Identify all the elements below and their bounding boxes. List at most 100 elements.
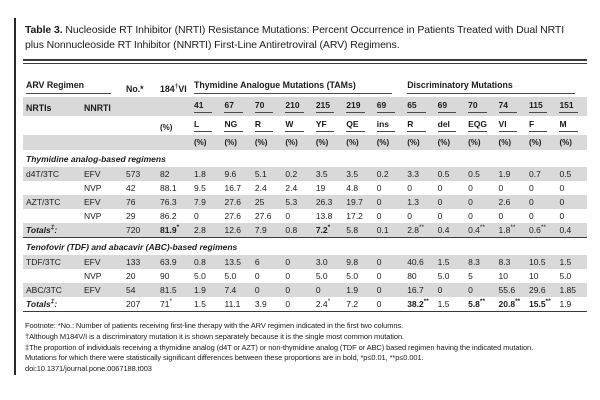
percent-header: (%) <box>437 138 451 148</box>
aa-label: del <box>437 119 457 133</box>
mutation-aa-header: QE <box>343 116 373 135</box>
position-label: 70 <box>254 100 274 114</box>
value-cell: 5 <box>468 271 473 282</box>
value-cell: 0 <box>468 211 473 222</box>
header-group-row: ARV Regimen No.* 184†VI Thymidine Analog… <box>23 77 587 97</box>
percent-header: (%) <box>498 138 511 148</box>
value-cell: 5.0 <box>437 271 450 282</box>
value-cell: 29.6 <box>529 285 546 296</box>
value-cell: 0 <box>376 285 382 296</box>
mutation-aa-header: M <box>556 116 587 135</box>
no-cell: 20 <box>126 271 136 282</box>
m184-cell: 82 <box>160 169 170 180</box>
resistance-table: ARV Regimen No.* 184†VI Thymidine Analog… <box>23 77 587 313</box>
table-row: NVP 20 90 5.0 5.0 0 0 5.0 5.0 0 80 5.0 5 10 10 5.0 <box>23 269 587 283</box>
cell-value: 38.2** <box>407 298 429 310</box>
cell-value: 20.8** <box>498 298 521 310</box>
m184-cell: 81.5 <box>160 285 177 296</box>
percent-header: (%) <box>194 138 207 148</box>
value-cell: 1.85 <box>559 285 576 296</box>
value-cell: 1.5 <box>437 257 450 268</box>
value-cell: 1.8** <box>496 223 526 238</box>
cell-value: 5.8** <box>468 298 485 310</box>
value-cell: 5.0 <box>315 271 328 282</box>
doi-line: doi:10.1371/journal.pone.0067188.t003 <box>25 363 152 373</box>
nnrti-cell: EFV <box>84 257 101 268</box>
value-cell: 2.4* <box>313 297 343 312</box>
nrtis-header: NRTIs <box>26 103 52 114</box>
position-label: 69 <box>437 100 457 114</box>
value-cell: 15.5** <box>526 297 556 312</box>
value-cell: 2.6 <box>498 197 511 208</box>
aa-label: M <box>559 119 578 133</box>
table-row: Totals‡: 207 71* 1.5 11.1 3.9 0 2.4* 7.2 0 38.2** 1… <box>23 297 587 312</box>
discriminatory-group-header: Discriminatory Mutations <box>404 77 587 97</box>
value-cell: 5.3 <box>285 197 298 208</box>
header-percent-row: (%) (%) (%) (%) (%) (%) (%) (%) (%) (%) (%) (%) (%) <box>23 135 587 151</box>
position-label: 215 <box>315 100 335 114</box>
value-cell: 7.2 <box>346 299 359 310</box>
table-number: Table 3. <box>25 24 63 36</box>
nnrti-cell <box>81 223 123 238</box>
value-cell: 0 <box>559 211 565 222</box>
no-cell: 29 <box>126 211 136 222</box>
nrti-cell <box>23 181 81 195</box>
value-cell: 0 <box>559 197 565 208</box>
footnote-line: Mutations for which there were statistic… <box>25 353 424 363</box>
aa-label: NG <box>224 119 243 133</box>
position-label: 210 <box>285 100 304 114</box>
footnotes: Footnote: *No.: Number of patients recei… <box>23 321 588 374</box>
mutation-aa-header: VI <box>496 116 526 135</box>
m184-percent-header: (%) <box>160 123 173 133</box>
percent-header: (%) <box>346 138 359 148</box>
tams-group-label: Thymidine Analogue Mutations (TAMs) <box>194 80 393 95</box>
aa-label: W <box>285 119 304 133</box>
value-cell: 0.8 <box>194 257 206 268</box>
value-cell: 25 <box>254 197 265 208</box>
value-cell: 40.6 <box>407 257 424 268</box>
value-cell: 2.8 <box>194 225 206 236</box>
value-cell: 0.4 <box>437 225 450 236</box>
table-row: NVP 42 88.1 9.5 16.7 2.4 2.4 19 4.8 0 0 0 0 0 0 0 <box>23 181 587 195</box>
value-cell: 0.8 <box>285 225 298 236</box>
cell-value: 0.4** <box>468 224 485 236</box>
value-cell: 0 <box>468 197 473 208</box>
value-cell: 2.4 <box>254 183 267 194</box>
value-cell: 20.8** <box>496 297 526 312</box>
value-cell: 10.5 <box>529 257 546 268</box>
spacer-cell <box>123 135 157 150</box>
position-label: 69 <box>376 100 396 114</box>
table-row: NVP 29 86.2 0 27.6 27.6 0 13.8 17.2 0 0 0 0 0 0 0 <box>23 209 587 223</box>
nrti-cell: Totals‡: <box>23 297 81 312</box>
value-cell: 0 <box>437 183 443 194</box>
aa-label: F <box>529 119 548 133</box>
percent-header: (%) <box>224 138 237 148</box>
spacer-cell <box>123 97 157 116</box>
value-cell: 0.2 <box>285 169 298 180</box>
position-label: 219 <box>346 100 365 114</box>
value-cell: 5.0 <box>346 271 359 282</box>
cell-value: Totals‡: <box>26 298 58 310</box>
nnrti-cell: NVP <box>84 211 102 222</box>
spacer-cell <box>81 116 123 135</box>
value-cell: 10 <box>529 271 539 282</box>
value-cell: 0 <box>468 183 473 194</box>
nrti-cell <box>23 209 81 223</box>
m184-cell: 76.3 <box>160 197 177 208</box>
section-heading-row: Tenofovir (TDF) and abacavir (ABC)-based… <box>23 237 587 256</box>
value-cell: 7.2* <box>313 223 343 238</box>
value-cell: 0 <box>376 257 382 268</box>
no-cell: 573 <box>126 169 141 180</box>
value-cell: 27.6 <box>254 211 272 222</box>
m184-cell: 86.2 <box>160 211 177 222</box>
position-label: 67 <box>224 100 243 114</box>
value-cell: 6 <box>254 257 260 268</box>
cell-value: 15.5** <box>529 298 551 310</box>
cell-value: 0.6** <box>529 224 546 236</box>
value-cell: 13.8 <box>315 211 333 222</box>
value-cell: 5.8** <box>465 297 495 312</box>
value-cell: 0 <box>559 183 565 194</box>
m184-header: 184†VI <box>157 77 191 97</box>
value-cell: 0.4 <box>559 225 572 236</box>
spacer-cell <box>81 135 123 150</box>
